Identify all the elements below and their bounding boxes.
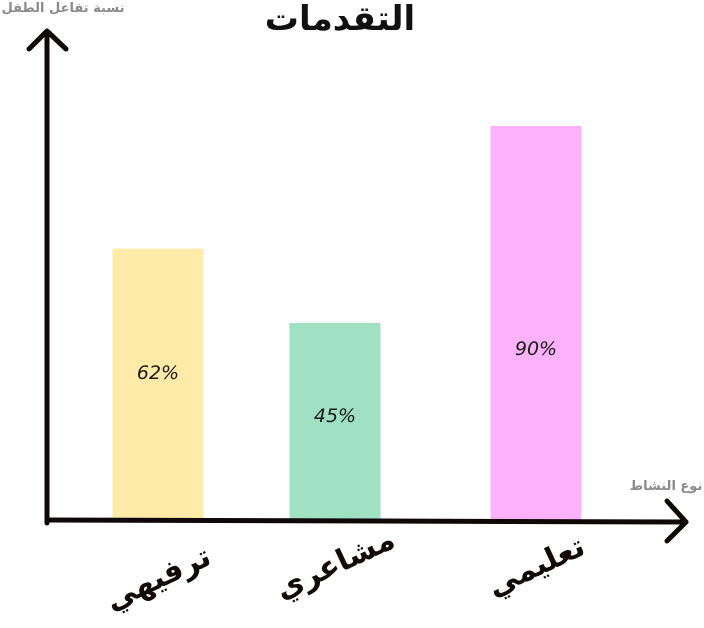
x-axis-label: نوع النشاط <box>630 479 703 494</box>
y-axis <box>26 28 69 526</box>
category-label-1: ترفيهي <box>100 539 216 618</box>
bar-2 <box>289 323 381 520</box>
bar-1 <box>112 248 204 521</box>
x-axis <box>44 498 689 544</box>
category-label-2: مشاعري <box>270 522 400 607</box>
y-axis-label: نسبة تفاعل الطفل <box>2 1 125 16</box>
bar-value-label-3: 90% <box>515 338 557 360</box>
bar-3 <box>490 126 582 520</box>
chart-title: التقدمات <box>265 0 415 39</box>
bar-value-label-1: 62% <box>137 362 179 384</box>
bar-value-label-2: 45% <box>314 405 356 427</box>
category-label-3: تعليمي <box>482 529 590 604</box>
